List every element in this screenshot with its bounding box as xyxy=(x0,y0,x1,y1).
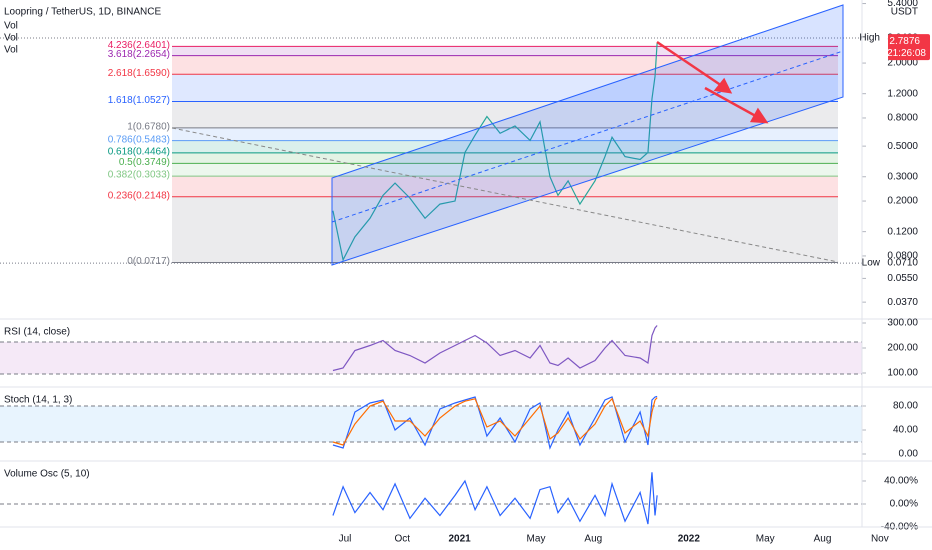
fib-zone xyxy=(172,163,838,177)
fib-zone xyxy=(172,152,838,164)
y-tick-label: 5.4000 xyxy=(887,0,918,9)
x-tick-label: Aug xyxy=(584,534,602,545)
x-tick-label: Aug xyxy=(814,534,832,545)
y-tick-label: 2.0000 xyxy=(887,58,918,69)
channel-midline xyxy=(331,50,844,223)
pane-title: RSI (14, close) xyxy=(4,327,70,338)
y-tick-label: 0.0800 xyxy=(887,251,918,262)
fib-label: 2.618(1.6590) xyxy=(108,68,170,79)
y-tick-label: 80.00 xyxy=(893,401,918,412)
x-tick-label: May xyxy=(527,534,546,545)
fib-label: 0(0.0717) xyxy=(127,256,170,267)
band xyxy=(0,342,862,374)
countdown: 21:26:08 xyxy=(887,48,926,59)
fib-label: 0.5(0.3749) xyxy=(119,157,170,168)
y-tick-label: 0.2000 xyxy=(887,196,918,207)
series-line xyxy=(332,397,658,446)
y-tick-label: 300.00 xyxy=(887,318,918,329)
fib-zone xyxy=(172,140,838,153)
extreme-value: 0.0710 xyxy=(887,258,918,269)
band xyxy=(0,406,862,442)
x-tick-label: 2022 xyxy=(678,534,701,545)
fib-zone xyxy=(172,176,838,197)
x-tick-label: 2021 xyxy=(448,534,471,545)
y-tick-label: 0.0370 xyxy=(887,297,918,308)
x-tick-label: Jul xyxy=(339,534,352,545)
y-tick-label: 1.2000 xyxy=(887,88,918,99)
fib-label: 1(0.6780) xyxy=(127,122,170,133)
trend-line xyxy=(171,127,839,263)
fib-label: 0.236(0.2148) xyxy=(108,190,170,201)
fib-zone xyxy=(172,55,838,75)
arrows xyxy=(656,40,769,124)
x-tick-label: Oct xyxy=(395,534,411,545)
fib-label: 0.618(0.4464) xyxy=(108,147,170,158)
fib-zone xyxy=(172,101,838,128)
series-line xyxy=(332,395,658,450)
series-line xyxy=(332,325,658,372)
pane-title: Volume Osc (5, 10) xyxy=(4,469,90,480)
y-tick-label: 0.8000 xyxy=(887,113,918,124)
fib-label: 4.236(2.6401) xyxy=(108,40,170,51)
series-line xyxy=(332,43,658,262)
fib-label: 0.382(0.3033) xyxy=(108,170,170,181)
legend-vol: Vol xyxy=(4,21,18,32)
y-tick-label: 200.00 xyxy=(887,343,918,354)
series-line xyxy=(332,472,658,525)
x-tick-label: May xyxy=(756,534,775,545)
y-tick-label: 100.00 xyxy=(887,368,918,379)
y-tick-label: 0.00 xyxy=(899,449,919,460)
y-tick-label: 40.00 xyxy=(893,425,918,436)
legend-vol: Vol xyxy=(4,45,18,56)
fib-zone xyxy=(172,46,838,56)
last-price-box xyxy=(888,34,930,61)
symbol-title: Loopring / TetherUS, 1D, BINANCE xyxy=(4,7,161,18)
y-tick-label: 0.00% xyxy=(890,499,918,510)
legend-vol: Vol xyxy=(4,33,18,44)
y-tick-label: 0.5000 xyxy=(887,141,918,152)
y-tick-label: 0.1200 xyxy=(887,226,918,237)
fib-label: 0.786(0.5483) xyxy=(108,134,170,145)
fib-zone xyxy=(172,127,838,141)
regression-channel xyxy=(331,4,844,266)
currency: USDT xyxy=(891,7,918,18)
extreme-label: High xyxy=(859,33,880,44)
fib-label: 1.618(1.0527) xyxy=(108,95,170,106)
extreme-label: Low xyxy=(862,258,881,269)
x-tick-label: Nov xyxy=(871,534,889,545)
y-tick-label: 40.00% xyxy=(884,476,918,487)
y-tick-label: 0.0550 xyxy=(887,273,918,284)
last-price: 2.7876 xyxy=(889,36,920,47)
y-tick-label: 0.3000 xyxy=(887,171,918,182)
fib-label: 3.618(2.2654) xyxy=(108,49,170,60)
pane-title: Stoch (14, 1, 3) xyxy=(4,395,72,406)
